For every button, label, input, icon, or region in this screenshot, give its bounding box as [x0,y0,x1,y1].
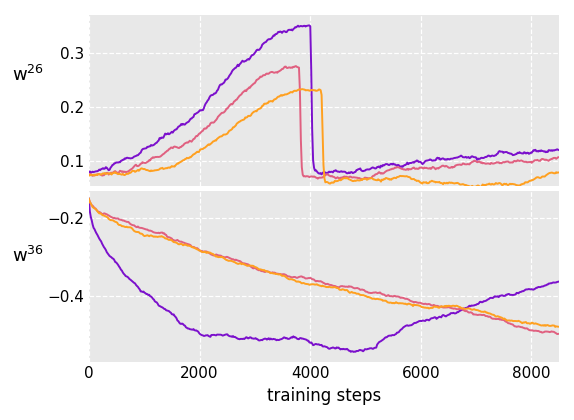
Y-axis label: w$^{26}$: w$^{26}$ [11,65,44,85]
Y-axis label: w$^{36}$: w$^{36}$ [11,246,44,266]
X-axis label: training steps: training steps [267,387,381,405]
